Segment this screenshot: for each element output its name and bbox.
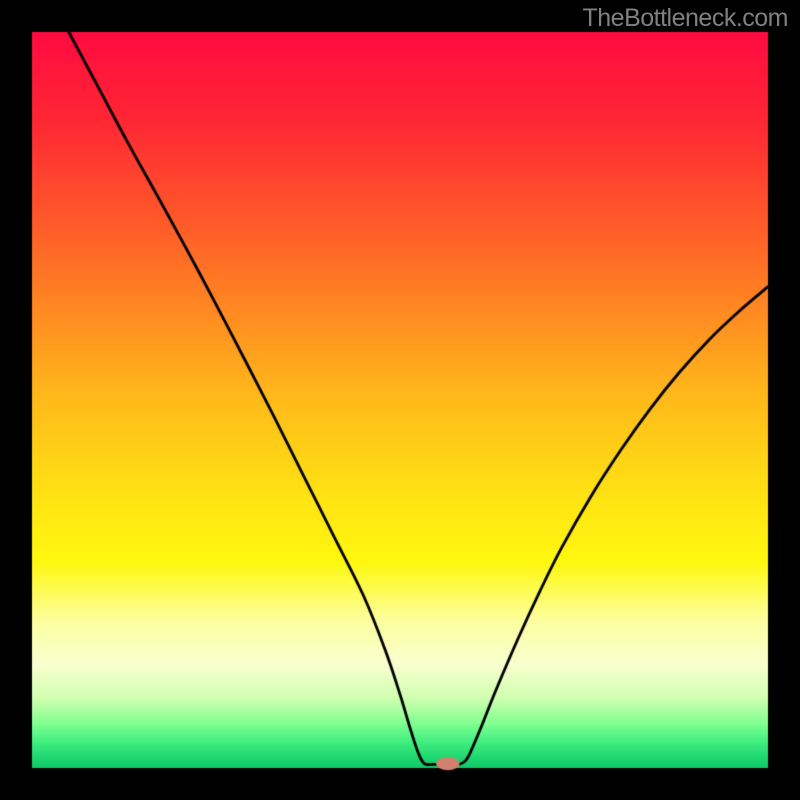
bottleneck-chart <box>0 0 800 800</box>
attribution-label: TheBottleneck.com <box>583 4 789 33</box>
chart-container: TheBottleneck.com <box>0 0 800 800</box>
